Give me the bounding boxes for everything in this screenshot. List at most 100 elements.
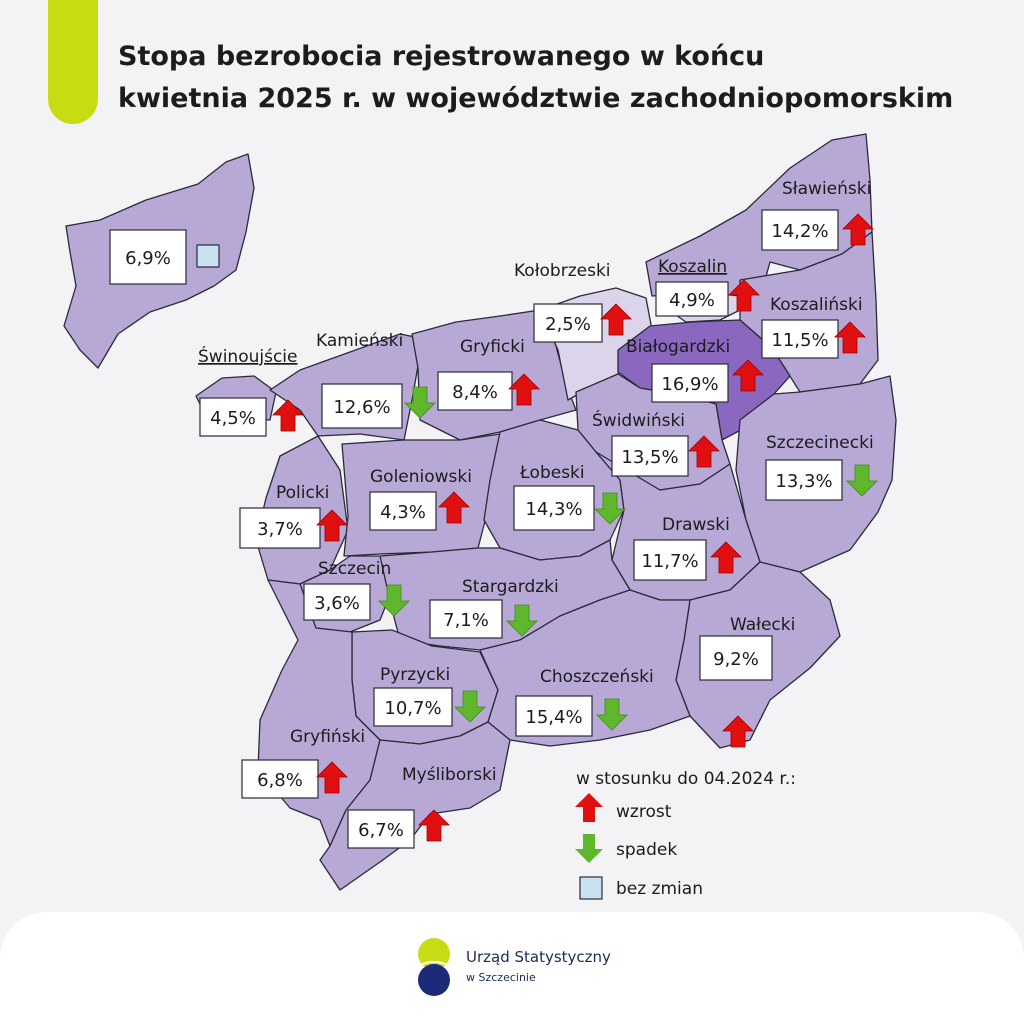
statistics-office-logo-icon — [417, 938, 451, 996]
legend-no-change-label: bez zmian — [616, 879, 703, 899]
region-name: Gryfiński — [290, 727, 365, 747]
region-name: Wałecki — [730, 615, 795, 635]
region-marker-choszczenski: Choszczeński 15,4% — [515, 667, 654, 737]
arrow-up-icon — [316, 509, 348, 542]
unemployment-rate: 4,9% — [669, 290, 715, 311]
value-box — [437, 371, 513, 411]
region-marker-koszalinski: Koszaliński 11,5% — [761, 295, 866, 359]
region-marker-drawski: Drawski 11,7% — [633, 515, 742, 581]
region-marker-pyrzycki: Pyrzycki 10,7% — [373, 665, 486, 727]
arrow-down-icon — [594, 492, 626, 525]
unemployment-rate: 12,6% — [333, 397, 390, 418]
region-marker-kolobrzeski: Kołobrzeski 2,5% — [514, 261, 632, 343]
region-name: Choszczeński — [540, 667, 654, 687]
unemployment-rate: 14,2% — [771, 221, 828, 242]
region-name: Białogardzki — [626, 337, 730, 357]
unemployment-rate: 3,7% — [257, 519, 303, 540]
unemployment-rate: 13,3% — [775, 471, 832, 492]
region-marker-walecki: Wałecki 9,2% — [699, 615, 795, 748]
region-marker-policki: Policki 3,7% — [239, 483, 348, 549]
arrow-down-icon — [506, 604, 538, 637]
unemployment-rate: 9,2% — [713, 649, 759, 670]
value-box — [199, 397, 267, 437]
value-box — [765, 459, 843, 501]
footer-institution: Urząd Statystyczny — [466, 948, 611, 966]
value-box — [761, 209, 839, 251]
region-name: Koszaliński — [770, 295, 863, 315]
value-box — [109, 229, 187, 285]
arrow-down-icon — [596, 698, 628, 731]
footer-city: w Szczecinie — [466, 971, 536, 984]
title-line-2: kwietnia 2025 r. w województwie zachodni… — [118, 83, 954, 114]
value-box — [761, 319, 839, 359]
arrow-up-icon — [316, 761, 348, 794]
region-marker-lobeski: Łobeski 14,3% — [513, 463, 626, 531]
region-name: Świdwiński — [592, 409, 685, 431]
region-marker-swidwinski: Świdwiński 13,5% — [592, 409, 720, 477]
unemployment-rate: 15,4% — [525, 707, 582, 728]
value-box — [633, 539, 707, 581]
region-marker-mysliborski: Myśliborski 6,7% — [347, 765, 497, 849]
legend-arrow-down-icon — [575, 834, 603, 863]
arrow-up-icon — [722, 715, 754, 748]
value-box — [699, 635, 773, 681]
region-marker-szczecinecki: Szczecinecki 13,3% — [765, 433, 878, 501]
region-marker-goleniowski: Goleniowski 4,3% — [369, 467, 472, 531]
value-box — [513, 485, 595, 531]
region-name: Myśliborski — [402, 765, 497, 785]
map-legend: w stosunku do 04.2024 r.: wzrost spadek … — [575, 769, 796, 900]
arrow-up-icon — [688, 435, 720, 468]
title-line-1: Stopa bezrobocia rejestrowanego w końcu — [118, 41, 765, 72]
legend-no-change-swatch — [579, 876, 603, 900]
value-box — [241, 759, 319, 799]
no-change-icon — [196, 244, 220, 268]
arrow-down-icon — [454, 690, 486, 723]
value-box — [655, 281, 729, 317]
value-box — [651, 363, 729, 403]
region-name: Gryficki — [460, 337, 525, 357]
unemployment-rate: 8,4% — [452, 382, 498, 403]
arrow-up-icon — [834, 321, 866, 354]
unemployment-rate: 13,5% — [621, 447, 678, 468]
arrow-up-icon — [732, 359, 764, 392]
unemployment-rate: 4,5% — [210, 408, 256, 429]
region-marker-stargardzki: Stargardzki 7,1% — [429, 577, 559, 639]
region-name: Łobeski — [519, 463, 585, 483]
unemployment-rate: 7,1% — [443, 610, 489, 631]
arrow-up-icon — [600, 303, 632, 336]
map-labels: 6,9% Świnoujście 4,5% Kamieński 12,6% Gryfick… — [109, 179, 878, 849]
arrow-up-icon — [272, 399, 304, 432]
unemployment-rate: 11,5% — [771, 330, 828, 351]
region-name: Koszalin — [658, 257, 727, 277]
value-box — [369, 491, 437, 531]
value-box — [321, 383, 403, 429]
region-name: Policki — [276, 483, 329, 503]
unemployment-rate: 6,9% — [125, 248, 171, 269]
value-box — [347, 809, 415, 849]
region-marker-gryficki: Gryficki 8,4% — [437, 337, 540, 411]
region-name: Pyrzycki — [380, 665, 450, 685]
unemployment-rate: 6,7% — [358, 820, 404, 841]
region-marker-szczecin: Szczecin 3,6% — [303, 559, 410, 621]
value-box — [611, 435, 689, 477]
arrow-up-icon — [508, 373, 540, 406]
region-marker-swinoujscie: Świnoujście 4,5% — [198, 345, 304, 437]
legend-decrease-label: spadek — [616, 840, 677, 860]
region-marker-slawienski: Sławieński 14,2% — [761, 179, 874, 251]
unemployment-rate: 10,7% — [384, 698, 441, 719]
arrow-up-icon — [842, 213, 874, 246]
region-name: Stargardzki — [462, 577, 559, 597]
arrow-down-icon — [846, 464, 878, 497]
region-name: Szczecin — [318, 559, 391, 579]
value-box — [239, 507, 321, 549]
unemployment-rate: 14,3% — [525, 499, 582, 520]
region-marker-swinoujscie-inset: 6,9% — [109, 229, 220, 285]
legend-arrow-up-icon — [575, 793, 603, 822]
arrow-up-icon — [418, 809, 450, 842]
arrow-down-icon — [404, 386, 436, 419]
region-marker-kamienski: Kamieński 12,6% — [316, 331, 436, 429]
region-name: Szczecinecki — [766, 433, 874, 453]
value-box — [303, 583, 371, 621]
region-marker-koszalin: Koszalin 4,9% — [655, 257, 760, 317]
legend-title: w stosunku do 04.2024 r.: — [576, 769, 796, 789]
